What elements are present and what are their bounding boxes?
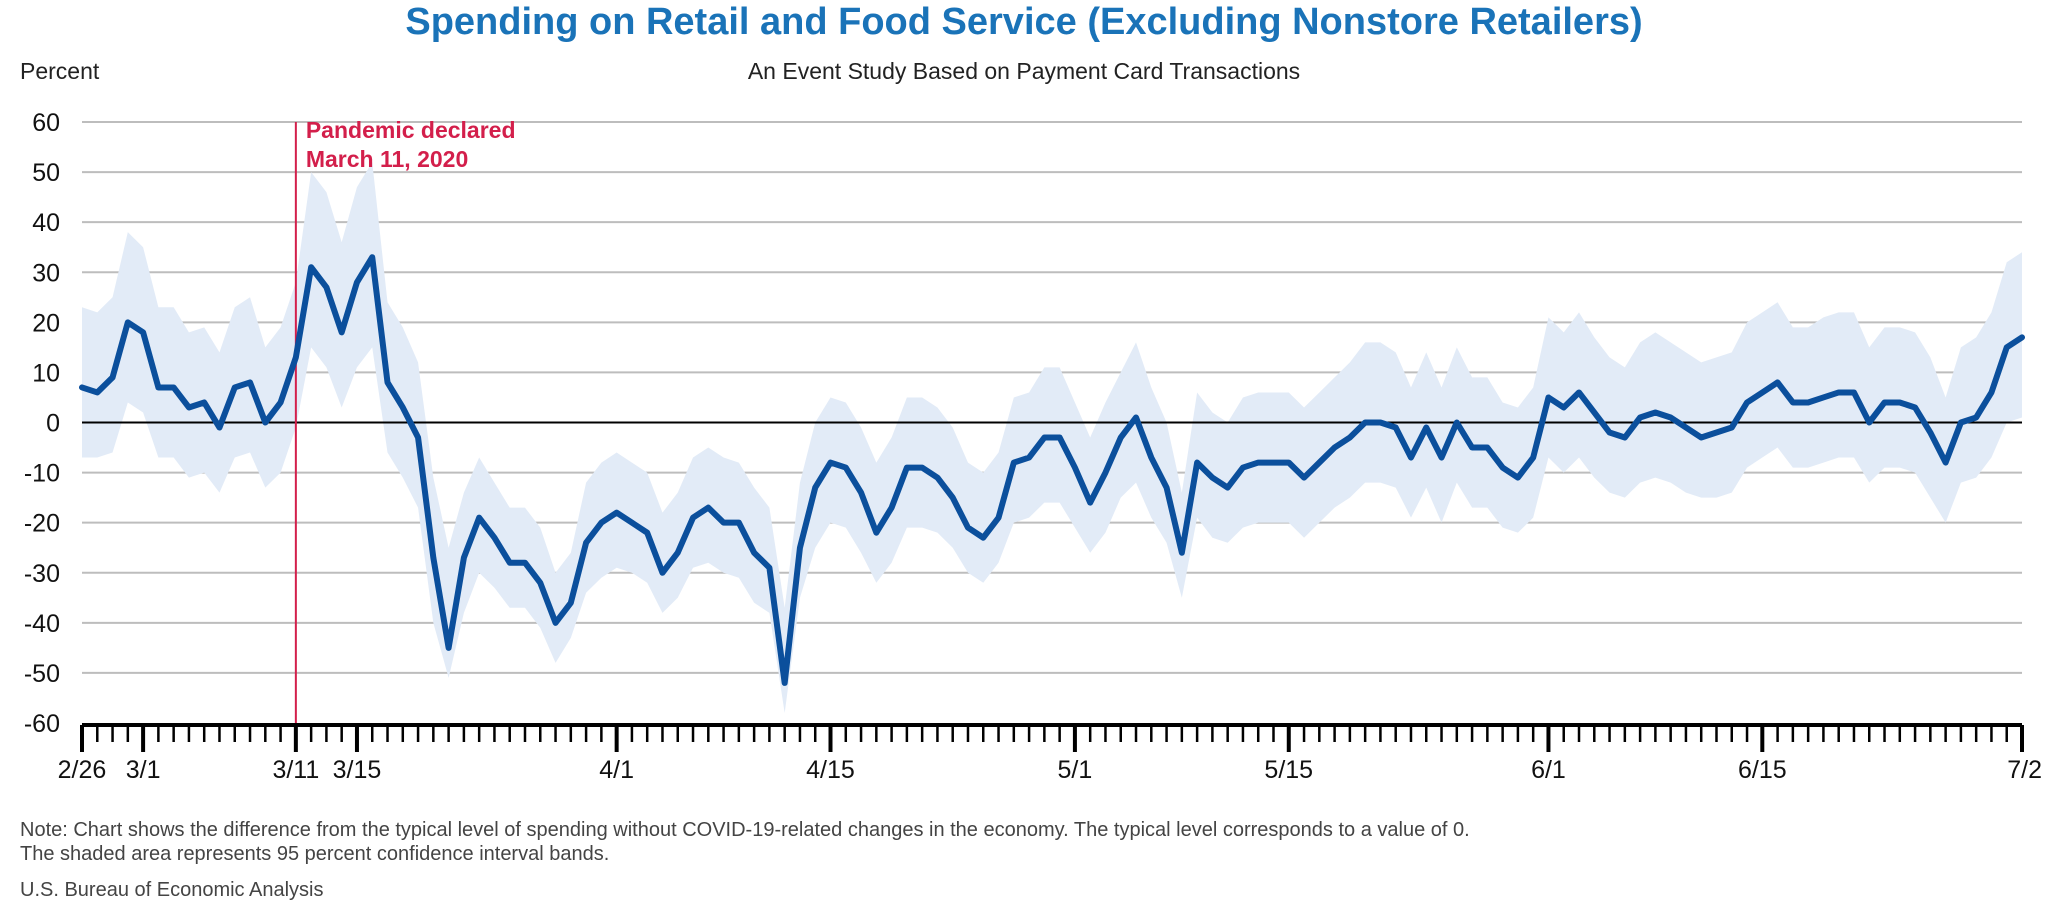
source-credit: U.S. Bureau of Economic Analysis xyxy=(20,880,323,900)
event-label-line1: Pandemic declared xyxy=(306,117,516,143)
x-tick-label: 4/15 xyxy=(806,756,855,784)
x-tick-label: 6/15 xyxy=(1738,756,1787,784)
y-tick-label: -40 xyxy=(24,610,60,638)
x-tick-label: 5/15 xyxy=(1264,756,1313,784)
y-tick-label: 60 xyxy=(32,109,60,137)
line-chart: Pandemic declared March 11, 2020 2/26 3/1… xyxy=(0,0,2048,820)
y-tick-label: 30 xyxy=(32,259,60,287)
y-tick-label: -60 xyxy=(24,710,60,738)
x-tick-label: 3/11 xyxy=(272,756,319,784)
x-axis: 2/26 3/1 3/11 3/15 4/1 4/15 5/1 5/15 6/1 6/15 7/2 xyxy=(58,725,2042,784)
y-tick-label: 50 xyxy=(32,159,60,187)
x-tick-label: 3/15 xyxy=(333,756,382,784)
x-tick-label: 6/1 xyxy=(1531,756,1566,784)
y-axis: 60 50 40 30 20 10 0 -10 -20 -30 -40 -50 -60 xyxy=(24,109,60,738)
chart-note: Note: Chart shows the difference from th… xyxy=(20,818,1470,842)
y-tick-label: -30 xyxy=(24,560,60,588)
chart-note-continued: The shaded area represents 95 percent co… xyxy=(20,842,609,866)
x-tick-label: 4/1 xyxy=(599,756,634,784)
x-tick-label: 3/1 xyxy=(126,756,161,784)
y-tick-label: -20 xyxy=(24,510,60,538)
x-tick-label: 7/2 xyxy=(2007,756,2042,784)
y-tick-label: 0 xyxy=(46,410,60,438)
y-tick-label: 40 xyxy=(32,209,60,237)
event-label-line2: March 11, 2020 xyxy=(306,146,468,172)
x-tick-label: 2/26 xyxy=(58,756,107,784)
y-tick-label: 10 xyxy=(32,359,60,387)
y-tick-label: -50 xyxy=(24,660,60,688)
x-tick-label: 5/1 xyxy=(1058,756,1093,784)
y-tick-label: -10 xyxy=(24,460,60,488)
y-tick-label: 20 xyxy=(32,309,60,337)
